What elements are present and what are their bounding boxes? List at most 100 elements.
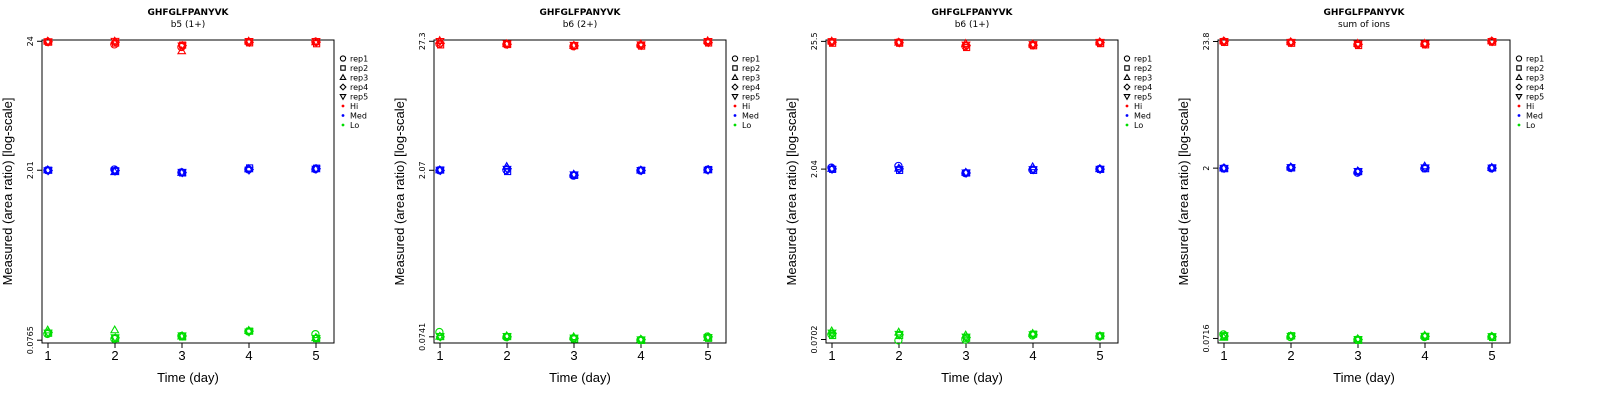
data-point-med-rep5 [502, 165, 512, 175]
legend-label: rep5 [742, 93, 760, 102]
legend-symbol [731, 83, 739, 91]
x-tick-label: 2 [503, 348, 510, 363]
legend-label: rep1 [1526, 55, 1544, 64]
y-tick-label: 2.07 [418, 161, 427, 179]
legend-symbol [731, 94, 739, 101]
series-hi [826, 36, 1106, 52]
plot-frame [825, 39, 1119, 344]
series-hi [1218, 35, 1498, 50]
panel-subtitle: b6 (1+) [955, 20, 990, 30]
data-point-lo-rep5 [1487, 333, 1497, 342]
data-point-med-rep5 [569, 171, 579, 180]
legend-label: Med [742, 112, 759, 121]
legend-symbol [1515, 73, 1523, 80]
data-point-med-rep5 [894, 166, 904, 175]
data-point-hi-rep5 [1028, 41, 1038, 50]
data-point-hi-rep5 [1219, 38, 1229, 47]
legend-label: rep1 [742, 55, 760, 64]
x-tick-label: 2 [895, 348, 902, 363]
legend-label: Med [350, 112, 367, 121]
data-point-lo-rep5 [894, 330, 904, 340]
data-point-med-rep5 [703, 166, 713, 176]
legend-symbol [339, 83, 347, 91]
legend-symbol [1517, 114, 1521, 117]
data-point-med-rep5 [435, 166, 445, 176]
legend-symbol [1123, 55, 1131, 62]
data-point-lo-rep5 [1095, 332, 1105, 341]
legend-symbol [733, 104, 737, 108]
data-point-hi-rep5 [435, 38, 445, 47]
series-lo [42, 324, 322, 344]
series-lo [826, 325, 1106, 345]
panel-title: GHFGLFPANYVK [147, 8, 229, 18]
data-point-lo-rep5 [502, 332, 512, 342]
legend-symbol [341, 123, 345, 127]
x-tick-label: 4 [1029, 348, 1036, 363]
data-point-med-rep5 [110, 167, 120, 177]
data-point-lo-rep1 [961, 335, 970, 344]
data-point-med-rep5 [1095, 165, 1105, 175]
data-point-hi-rep5 [1353, 40, 1363, 49]
y-tick-label: 0.0716 [1202, 324, 1211, 352]
legend-label: Hi [1526, 102, 1534, 111]
x-tick-label: 1 [1220, 348, 1227, 363]
legend-label: rep2 [350, 64, 368, 73]
data-point-lo-rep5 [1420, 332, 1430, 342]
x-tick-label: 3 [1354, 348, 1361, 363]
data-point-med-rep5 [244, 166, 254, 176]
legend-label: rep3 [350, 74, 368, 83]
plot-frame [1217, 39, 1511, 344]
legend-symbol [1515, 94, 1523, 101]
series-hi [42, 36, 322, 55]
legend-label: rep3 [742, 74, 760, 83]
data-point-lo-rep5 [569, 334, 579, 343]
y-axis-label: Measured (area ratio) [log-scale] [1176, 98, 1191, 286]
data-point-hi-rep5 [636, 41, 646, 50]
data-point-lo-rep5 [1219, 332, 1229, 341]
data-point-lo-rep5 [961, 333, 971, 342]
chart-panel-2: GHFGLFPANYVK b6 (2+) 1 2 3 4 5 0.0741 2.07 27.3 Ti… [392, 8, 760, 385]
data-point-lo-rep3 [109, 324, 120, 334]
legend-label: rep4 [1134, 83, 1152, 92]
panel-subtitle: b6 (2+) [563, 20, 598, 30]
data-point-hi-rep5 [502, 40, 512, 49]
data-point-hi-rep5 [827, 38, 837, 47]
data-point-med-rep5 [636, 167, 646, 176]
legend-symbol [1515, 55, 1523, 62]
y-tick-label: 2.04 [810, 160, 819, 178]
x-tick-label: 1 [828, 348, 835, 363]
x-tick-label: 2 [1287, 348, 1294, 363]
legend-label: rep2 [1526, 64, 1544, 73]
x-axis-label: Time (day) [941, 370, 1003, 385]
x-tick-label: 1 [436, 348, 443, 363]
legend-label: rep1 [350, 55, 368, 64]
legend-symbol [1124, 65, 1130, 71]
y-tick-label: 0.0702 [810, 325, 819, 353]
legend-label: Hi [742, 102, 750, 111]
x-tick-label: 4 [1421, 348, 1428, 363]
data-point-hi-rep5 [110, 37, 120, 47]
legend-label: rep3 [1526, 74, 1544, 83]
legend-symbol [733, 114, 737, 117]
legend-label: rep4 [1526, 83, 1544, 92]
legend-symbol [1516, 65, 1522, 71]
legend-label: rep4 [742, 83, 760, 92]
legend-symbol [1123, 94, 1131, 101]
legend-symbol [339, 94, 347, 101]
legend-symbol [340, 65, 346, 71]
data-point-hi-rep5 [1420, 40, 1430, 49]
data-point-lo-rep5 [43, 329, 53, 338]
data-point-lo-rep5 [435, 332, 445, 342]
x-tick-label: 5 [1488, 348, 1495, 363]
legend-symbol [1515, 83, 1523, 91]
data-point-med-rep5 [311, 165, 321, 175]
data-point-med-rep5 [1028, 166, 1038, 175]
series-med [1218, 161, 1498, 177]
series-hi [434, 35, 714, 51]
panel-title: GHFGLFPANYVK [1323, 8, 1405, 18]
x-tick-label: 4 [245, 348, 252, 363]
data-point-hi-rep5 [703, 38, 713, 47]
plot-frame [41, 39, 335, 344]
